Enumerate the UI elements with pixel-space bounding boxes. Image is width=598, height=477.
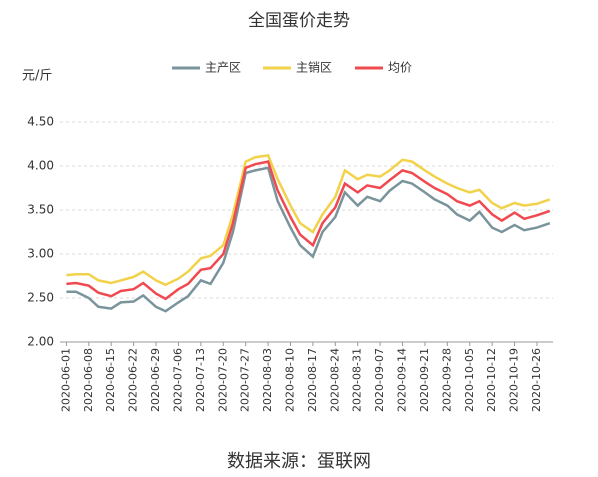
y-tick-label: 3.50 bbox=[27, 203, 54, 217]
x-tick-label: 2020-08-17 bbox=[306, 348, 319, 412]
x-tick-label: 2020-10-26 bbox=[530, 348, 543, 412]
series-line bbox=[66, 154, 551, 287]
x-tick-label: 2020-10-05 bbox=[463, 348, 476, 412]
y-tick-label: 4.50 bbox=[27, 115, 54, 129]
x-tick-label: 2020-09-21 bbox=[418, 348, 431, 412]
x-tick-label: 2020-06-01 bbox=[59, 348, 72, 412]
x-tick-label: 2020-06-29 bbox=[149, 348, 162, 412]
x-tick-label: 2020-08-24 bbox=[328, 348, 341, 412]
x-tick-label: 2020-07-27 bbox=[239, 348, 252, 412]
y-axis-label: 元/斤 bbox=[22, 69, 52, 84]
x-tick-label: 2020-08-31 bbox=[351, 348, 364, 412]
x-tick-label: 2020-07-13 bbox=[194, 348, 207, 412]
x-tick-label: 2020-06-22 bbox=[127, 348, 140, 412]
source-note: 数据来源：蛋联网 bbox=[227, 451, 371, 472]
x-tick-label: 2020-09-28 bbox=[440, 348, 453, 412]
x-tick-label: 2020-10-19 bbox=[508, 348, 521, 412]
series-line bbox=[66, 166, 551, 313]
y-tick-label: 3.00 bbox=[27, 247, 54, 261]
y-tick-label: 2.50 bbox=[27, 291, 54, 305]
x-tick-label: 2020-07-06 bbox=[171, 348, 184, 412]
x-tick-label: 2020-07-20 bbox=[216, 348, 229, 412]
x-tick-label: 2020-08-03 bbox=[261, 348, 274, 412]
x-tick-label: 2020-09-07 bbox=[373, 348, 386, 412]
chart-title: 全国蛋价走势 bbox=[248, 11, 350, 31]
y-tick-label: 2.00 bbox=[27, 335, 54, 349]
legend-label: 主销区 bbox=[296, 61, 332, 75]
legend-label: 主产区 bbox=[205, 61, 241, 75]
x-tick-label: 2020-10-12 bbox=[485, 348, 498, 412]
x-tick-label: 2020-06-15 bbox=[104, 348, 117, 412]
x-tick-label: 2020-08-10 bbox=[283, 348, 296, 412]
y-tick-label: 4.00 bbox=[27, 159, 54, 173]
legend-label: 均价 bbox=[388, 61, 412, 75]
x-tick-label: 2020-06-08 bbox=[82, 348, 95, 412]
x-tick-label: 2020-09-14 bbox=[396, 348, 409, 412]
series-line bbox=[66, 160, 551, 301]
